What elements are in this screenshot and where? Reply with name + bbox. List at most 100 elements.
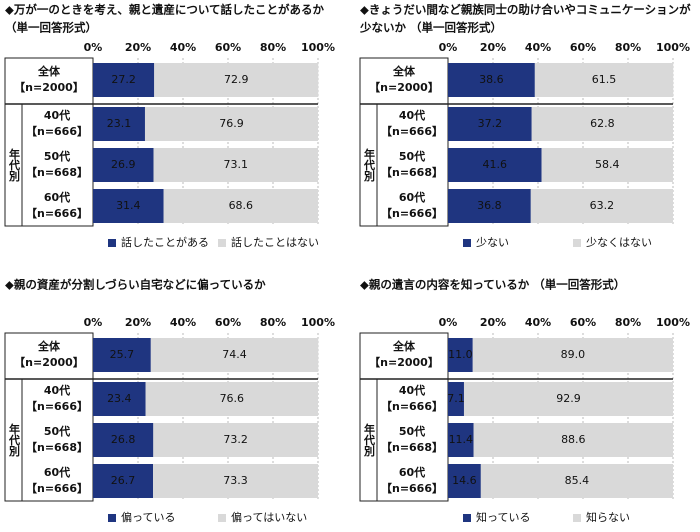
legend-label: 話したことがある [121,235,209,249]
bar-segment [463,382,673,416]
bar-segment [448,148,542,182]
category-label: 40代 [44,108,70,122]
chart-title: ◆万が一のときを考え、親と遺産について話したことがあるか [5,3,324,17]
bar-segment [531,107,673,141]
sample-size: 【n=668】 [381,166,443,179]
x-tick-label: 60% [570,41,596,54]
value-label: 61.5 [592,73,617,86]
x-tick-label: 40% [525,316,551,329]
value-label: 58.4 [595,158,620,171]
x-tick-label: 80% [615,41,641,54]
bar-segment [448,189,531,223]
bar-segment [448,63,535,97]
value-label: 14.6 [452,474,477,487]
category-label: 40代 [44,383,70,397]
chart-title: （単一回答形式） [5,21,97,35]
value-label: 26.8 [111,433,136,446]
value-label: 72.9 [224,73,249,86]
value-label: 74.4 [222,348,247,361]
sample-size: 【n=666】 [381,482,443,495]
bar-segment [153,423,318,457]
bar-segment [145,382,318,416]
value-label: 25.7 [110,348,135,361]
value-label: 41.6 [483,158,508,171]
sample-size: 【n=2000】 [369,81,439,94]
x-tick-label: 40% [170,316,196,329]
x-tick-label: 80% [615,316,641,329]
bar-segment [163,189,318,223]
x-tick-label: 20% [125,41,151,54]
sample-size: 【n=668】 [381,441,443,454]
sample-size: 【n=666】 [381,400,443,413]
value-label: 76.9 [219,117,244,130]
legend-label: 偏っている [121,510,175,524]
group-label: 年代別 [363,422,377,457]
value-label: 11.0 [448,348,473,361]
value-label: 62.8 [590,117,615,130]
legend-label: 知らない [586,510,630,524]
bar-segment [93,107,145,141]
x-tick-label: 0% [439,41,458,54]
bar-segment [93,338,151,372]
group-label: 年代別 [363,147,377,182]
value-label: 63.2 [590,199,615,212]
bar-segment [541,148,673,182]
x-tick-label: 40% [170,41,196,54]
legend-swatch [218,239,226,247]
sample-size: 【n=666】 [26,207,88,220]
category-label: 60代 [399,465,425,479]
chart-title: ◆きょうだい間など親族同士の助け合いやコミュニケーションが [360,3,691,17]
group-label: 年代別 [8,147,22,182]
value-label: 27.2 [111,73,136,86]
sample-size: 【n=668】 [26,441,88,454]
x-tick-label: 20% [480,316,506,329]
value-label: 73.1 [224,158,249,171]
bar-segment [93,63,155,97]
value-label: 88.6 [561,433,586,446]
value-label: 37.2 [478,117,503,130]
category-label: 60代 [44,190,70,204]
chart-title: 少ないか （単一回答形式） [359,21,502,35]
bar-segment [154,63,319,97]
legend-label: 少なくはない [586,236,652,249]
category-label: 全体 [37,64,61,78]
label-box [4,332,94,502]
x-tick-label: 100% [301,41,335,54]
value-label: 89.0 [561,348,586,361]
x-tick-label: 100% [656,316,690,329]
value-label: 23.1 [107,117,132,130]
bar-segment [448,464,481,498]
value-label: 11.4 [449,433,474,446]
sample-size: 【n=666】 [381,125,443,138]
category-label: 全体 [392,64,416,78]
bar-segment [150,338,319,372]
value-label: 85.4 [565,474,590,487]
value-label: 36.8 [477,199,502,212]
value-label: 76.6 [220,392,245,405]
category-label: 60代 [399,190,425,204]
x-tick-label: 0% [439,316,458,329]
bar-segment [93,148,154,182]
bar-segment [448,423,474,457]
label-box [359,332,449,502]
legend-swatch [218,514,226,522]
legend-swatch [573,239,581,247]
sample-size: 【n=2000】 [14,356,84,369]
bar-segment [472,338,673,372]
bar-segment [93,189,164,223]
sample-size: 【n=666】 [26,482,88,495]
sample-size: 【n=668】 [26,166,88,179]
bar-segment [448,338,473,372]
value-label: 68.6 [229,199,254,212]
bar-segment [93,464,154,498]
x-tick-label: 20% [480,41,506,54]
bar-segment [480,464,673,498]
legend-swatch [463,514,471,522]
x-tick-label: 60% [215,41,241,54]
value-label: 73.2 [223,433,248,446]
bar-segment [530,189,673,223]
label-box [4,57,94,227]
bar-segment [93,382,146,416]
